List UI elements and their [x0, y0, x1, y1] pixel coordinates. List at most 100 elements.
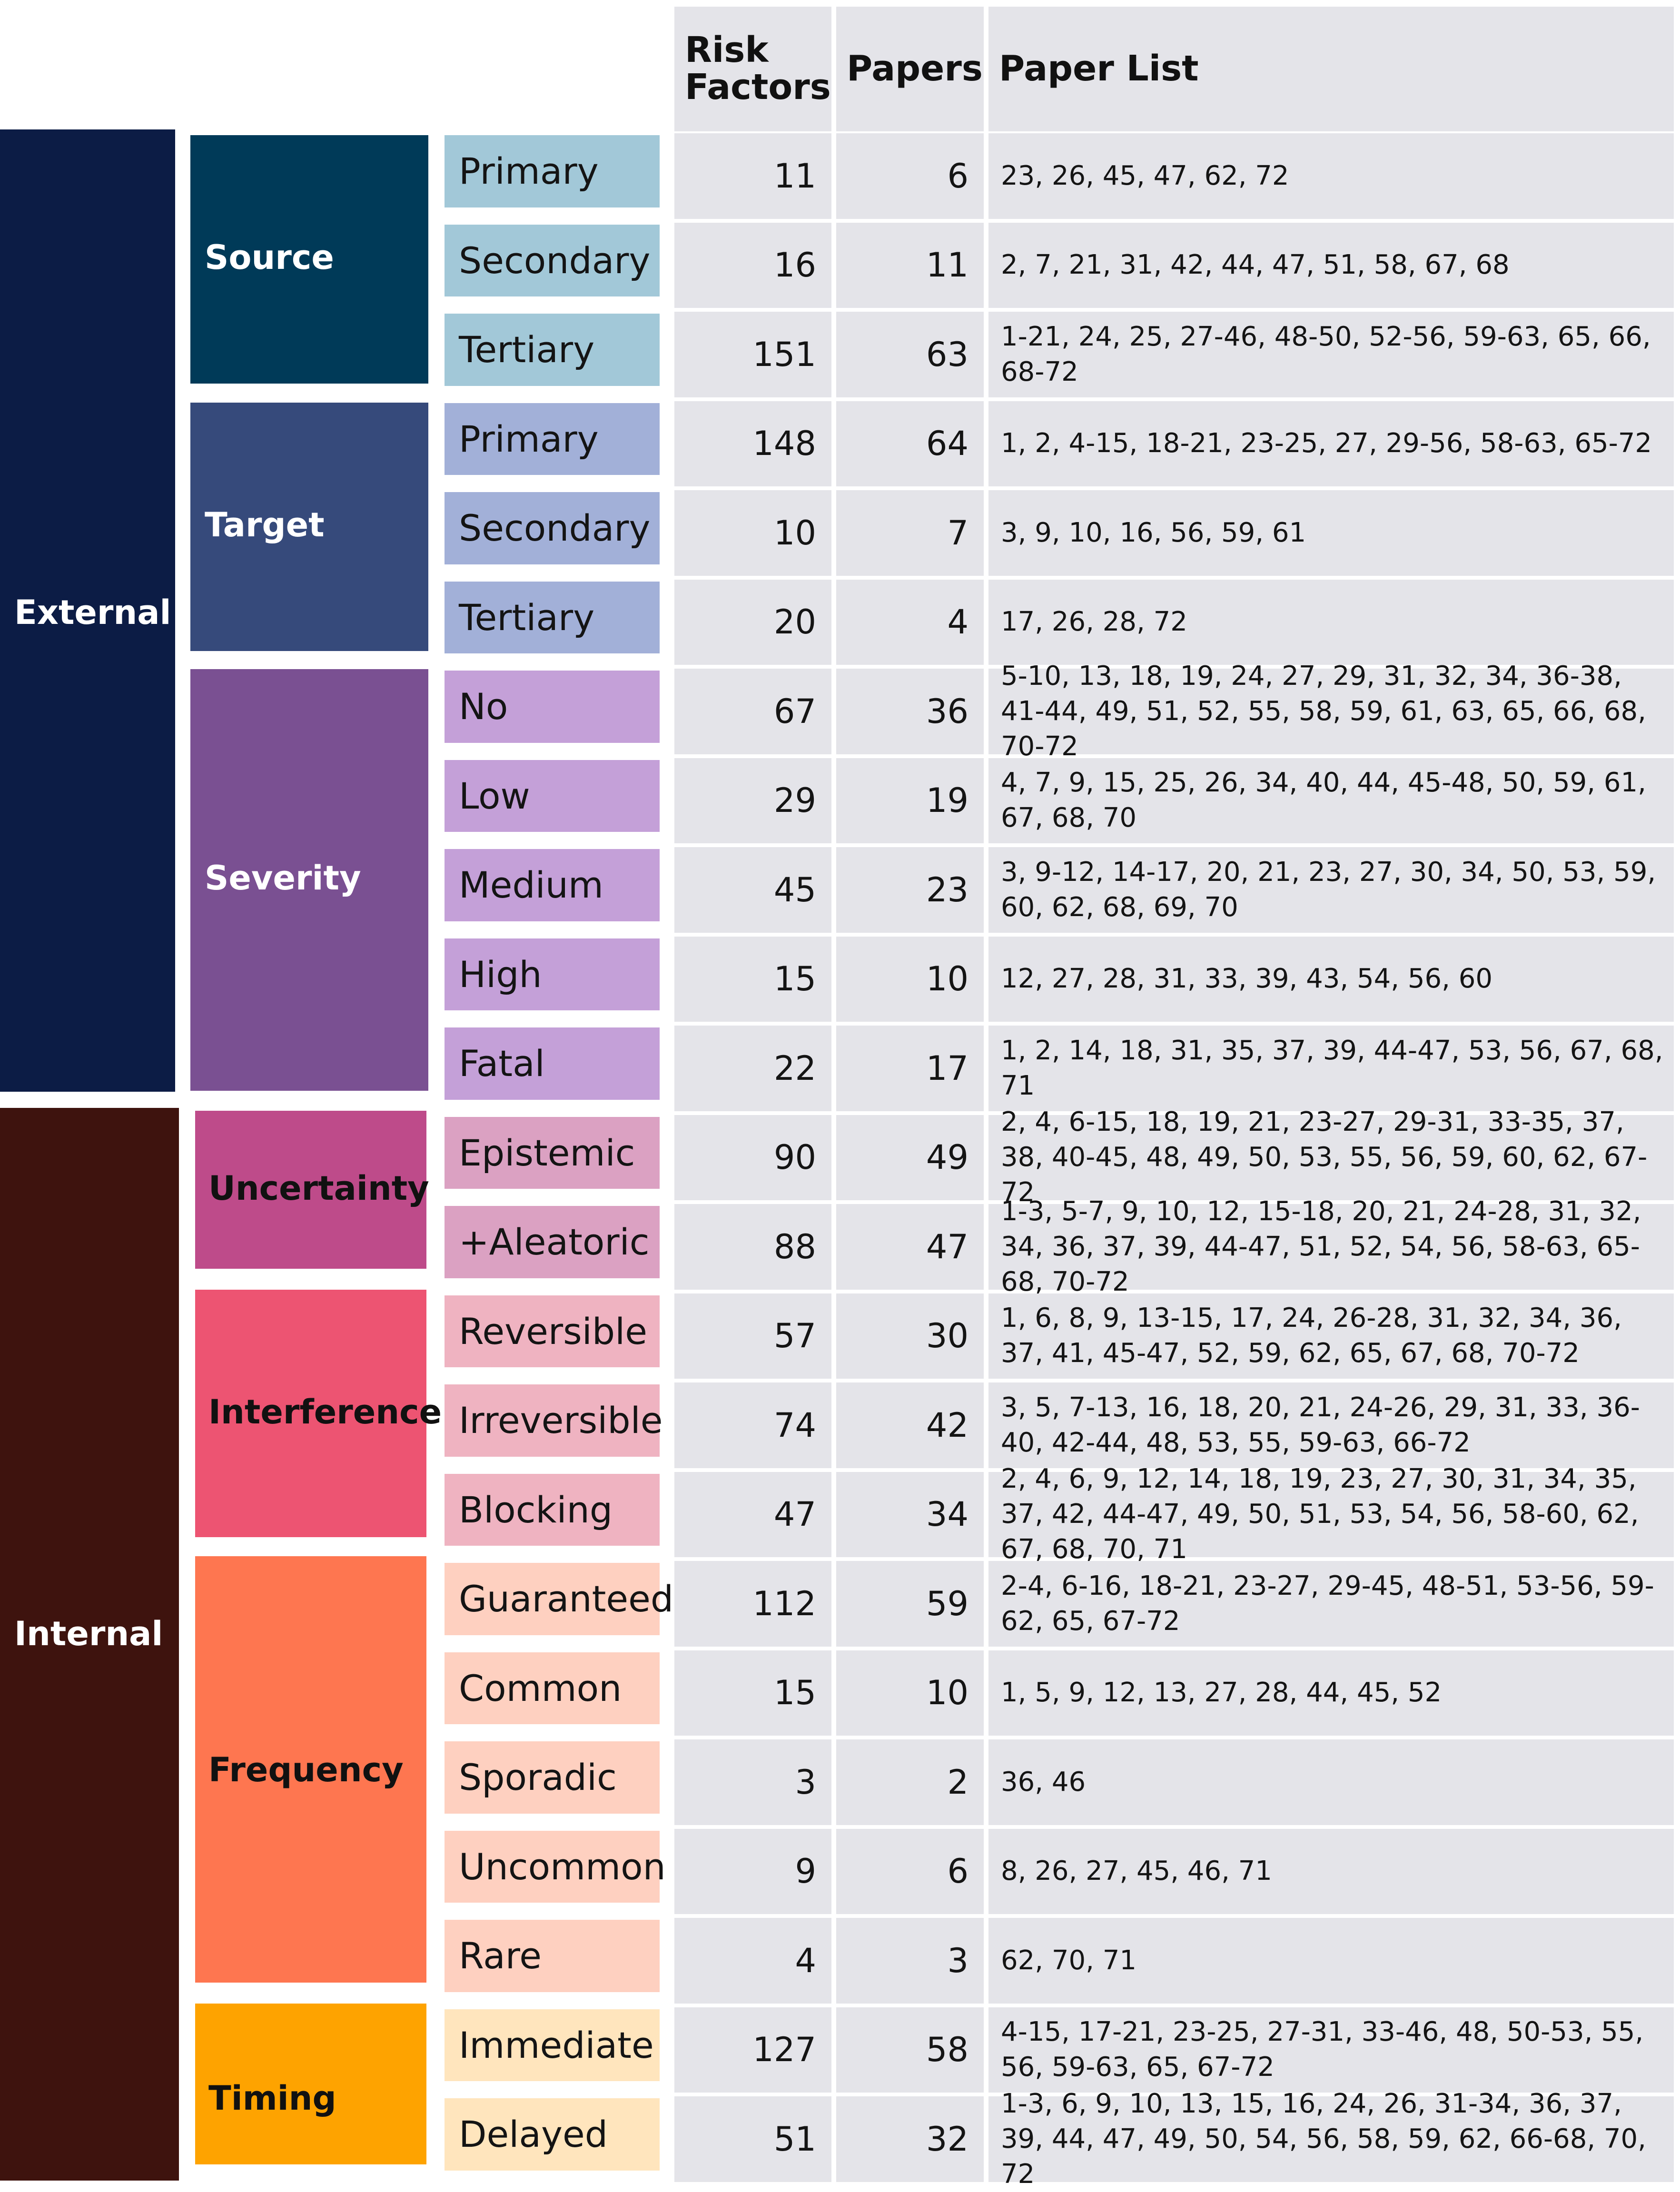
papers-cell: 11 — [836, 222, 984, 308]
paper-list-cell: 1-21, 24, 25, 27-46, 48-50, 52-56, 59-63… — [988, 312, 1674, 397]
paper-list-cell: 1, 5, 9, 12, 13, 27, 28, 44, 45, 52 — [988, 1650, 1674, 1736]
papers-cell: 42 — [836, 1382, 984, 1468]
risk-factors-cell: 16 — [674, 222, 831, 308]
subcategory-label: Sporadic — [445, 1741, 660, 1814]
paper-list-cell: 2, 4, 6-15, 18, 19, 21, 23-27, 29-31, 33… — [988, 1106, 1674, 1208]
subcategory-label: Uncommon — [445, 1830, 666, 1903]
papers-cell: 10 — [836, 936, 984, 1022]
category-label: Source — [205, 238, 334, 277]
paper-list-cell: 2-4, 6-16, 18-21, 23-27, 29-45, 48-51, 5… — [988, 1561, 1674, 1647]
category-label: Target — [205, 505, 325, 544]
risk-factors-cell: 67 — [674, 669, 831, 754]
subcategory-label: Delayed — [445, 2098, 660, 2171]
header-risk-factors: Risk Factors — [674, 7, 831, 131]
paper-list-cell: 4, 7, 9, 15, 25, 26, 34, 40, 44, 45-48, … — [988, 758, 1674, 843]
paper-list-cell: 2, 4, 6, 9, 12, 14, 18, 19, 23, 27, 30, … — [988, 1463, 1674, 1565]
subcategory-label: Blocking — [445, 1473, 660, 1546]
paper-list-cell: 1-3, 6, 9, 10, 13, 15, 16, 24, 26, 31-34… — [988, 2088, 1674, 2190]
papers-cell: 19 — [836, 758, 984, 843]
subcategory-label: High — [445, 938, 660, 1010]
papers-cell: 2 — [836, 1739, 984, 1825]
category-label: Uncertainty — [208, 1169, 429, 1208]
papers-cell: 47 — [836, 1204, 984, 1290]
header-paper-list: Paper List — [988, 7, 1674, 131]
risk-factors-cell: 4 — [674, 1918, 831, 2004]
papers-cell: 6 — [836, 1828, 984, 1914]
paper-list-cell: 17, 26, 28, 72 — [988, 579, 1674, 665]
category-frequency: Frequency — [195, 1556, 426, 1983]
paper-list-cell: 12, 27, 28, 31, 33, 39, 43, 54, 56, 60 — [988, 936, 1674, 1022]
subcategory-label: Primary — [445, 403, 660, 475]
category-uncertainty: Uncertainty — [195, 1111, 429, 1269]
risk-factors-cell: 15 — [674, 1650, 831, 1736]
category-label: Severity — [205, 859, 361, 898]
group-external: External — [0, 129, 175, 1092]
group-label: Internal — [14, 1614, 163, 1653]
paper-list-cell: 3, 9, 10, 16, 56, 59, 61 — [988, 490, 1674, 576]
risk-factors-cell: 9 — [674, 1828, 831, 1914]
papers-cell: 10 — [836, 1650, 984, 1736]
risk-factors-cell: 3 — [674, 1739, 831, 1825]
subcategory-label: Primary — [445, 135, 660, 207]
subcategory-label: Tertiary — [445, 581, 660, 653]
subcategory-label: Secondary — [445, 224, 660, 296]
papers-cell: 59 — [836, 1561, 984, 1647]
paper-list-cell: 1, 6, 8, 9, 13-15, 17, 24, 26-28, 31, 32… — [988, 1293, 1674, 1379]
risk-factors-cell: 47 — [674, 1471, 831, 1557]
papers-cell: 7 — [836, 490, 984, 576]
risk-factors-cell: 151 — [674, 312, 831, 397]
risk-factors-cell: 10 — [674, 490, 831, 576]
risk-factors-cell: 127 — [674, 2007, 831, 2093]
header-papers-text: Papers — [847, 48, 983, 89]
category-label: Timing — [208, 2079, 336, 2118]
papers-cell: 6 — [836, 133, 984, 219]
subcategory-label: Rare — [445, 1920, 660, 1992]
subcategory-label: Secondary — [445, 492, 660, 564]
subcategory-label: Reversible — [445, 1295, 660, 1367]
paper-list-cell: 36, 46 — [988, 1739, 1674, 1825]
header-papers: Papers — [836, 7, 984, 131]
risk-factors-cell: 20 — [674, 579, 831, 665]
category-severity: Severity — [190, 669, 428, 1091]
risk-factors-cell: 11 — [674, 133, 831, 219]
risk-factors-cell: 51 — [674, 2096, 831, 2182]
subcategory-label: +Aleatoric — [445, 1206, 660, 1278]
subcategory-label: Irreversible — [445, 1384, 662, 1457]
paper-list-cell: 23, 26, 45, 47, 62, 72 — [988, 133, 1674, 219]
paper-list-cell: 1-3, 5-7, 9, 10, 12, 15-18, 20, 21, 24-2… — [988, 1196, 1674, 1297]
subcategory-label: Epistemic — [445, 1116, 660, 1189]
category-timing: Timing — [195, 2004, 426, 2164]
paper-list-cell: 1, 2, 14, 18, 31, 35, 37, 39, 44-47, 53,… — [988, 1026, 1674, 1111]
papers-cell: 4 — [836, 579, 984, 665]
risk-factors-cell: 148 — [674, 401, 831, 486]
paper-list-cell: 62, 70, 71 — [988, 1918, 1674, 2004]
subcategory-label: Immediate — [445, 2009, 660, 2081]
papers-cell: 49 — [836, 1115, 984, 1200]
category-target: Target — [190, 403, 428, 651]
category-label: Interference — [208, 1392, 442, 1432]
header-risk-factors-text: Risk Factors — [685, 30, 831, 108]
category-interference: Interference — [195, 1290, 442, 1537]
paper-list-cell: 3, 9-12, 14-17, 20, 21, 23, 27, 30, 34, … — [988, 847, 1674, 933]
subcategory-label: No — [445, 671, 660, 743]
category-label: Frequency — [208, 1750, 404, 1789]
header-paper-list-text: Paper List — [999, 48, 1199, 89]
papers-cell: 64 — [836, 401, 984, 486]
papers-cell: 3 — [836, 1918, 984, 2004]
papers-cell: 34 — [836, 1471, 984, 1557]
risk-factors-cell: 112 — [674, 1561, 831, 1647]
risk-factors-cell: 88 — [674, 1204, 831, 1290]
paper-list-cell: 1, 2, 4-15, 18-21, 23-25, 27, 29-56, 58-… — [988, 401, 1674, 486]
paper-list-cell: 5-10, 13, 18, 19, 24, 27, 29, 31, 32, 34… — [988, 661, 1674, 762]
papers-cell: 36 — [836, 669, 984, 754]
subcategory-label: Low — [445, 760, 660, 832]
category-source: Source — [190, 135, 428, 384]
group-internal: Internal — [0, 1108, 179, 2181]
subcategory-label: Common — [445, 1652, 660, 1724]
papers-cell: 32 — [836, 2096, 984, 2182]
subcategory-label: Medium — [445, 849, 660, 921]
papers-cell: 58 — [836, 2007, 984, 2093]
risk-factors-cell: 15 — [674, 936, 831, 1022]
risk-factors-cell: 45 — [674, 847, 831, 933]
papers-cell: 30 — [836, 1293, 984, 1379]
